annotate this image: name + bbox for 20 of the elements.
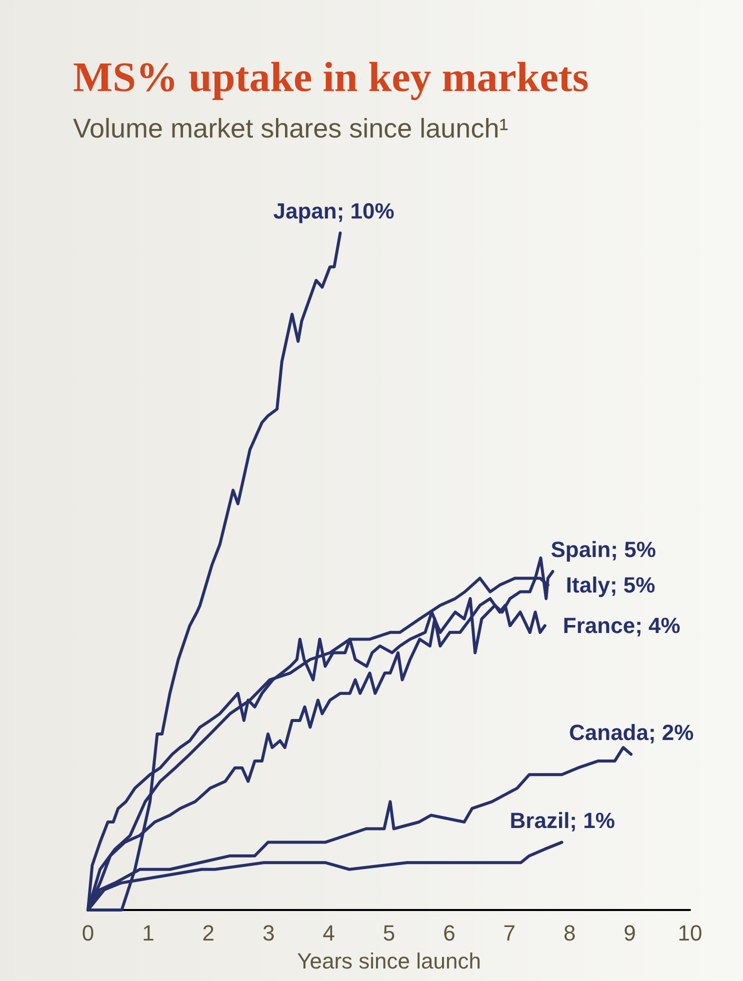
x-tick-label: 9 [624,920,636,946]
series-label: Japan; 10% [273,198,394,224]
x-tick-label: 4 [322,920,335,946]
chart-title: MS% uptake in key markets [73,55,589,101]
x-tick-label: 2 [202,920,215,946]
series-label: Spain; 5% [550,537,656,562]
x-tick-label: 1 [142,920,154,946]
x-axis-title: Years since launch [297,948,481,974]
series-label: Brazil; 1% [510,808,615,833]
x-tick-label: 6 [443,920,456,946]
x-tick-label: 10 [678,920,702,946]
x-tick-label: 0 [82,920,94,946]
x-tick-label: 7 [503,920,516,946]
series-label: Italy; 5% [566,572,656,598]
series-label: France; 4% [562,613,680,638]
x-tick-label: 5 [382,920,396,946]
x-tick-label: 8 [563,920,576,946]
chart-subtitle: Volume market shares since launch¹ [73,114,508,144]
x-tick-label: 3 [262,920,275,946]
series-label: Canada; 2% [569,720,694,745]
